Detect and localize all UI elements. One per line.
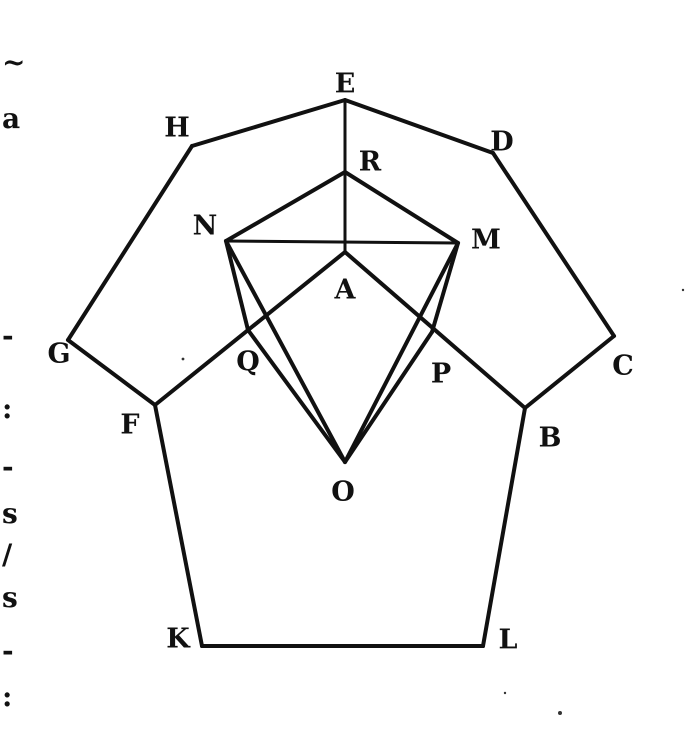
point-label-m: M bbox=[471, 225, 501, 256]
point-label-e: E bbox=[335, 69, 356, 100]
specks-group bbox=[181, 288, 685, 715]
point-label-k: K bbox=[166, 624, 191, 655]
margin-glyph: - bbox=[2, 319, 14, 352]
point-label-h: H bbox=[164, 113, 190, 144]
segment-no bbox=[224, 239, 347, 464]
point-label-p: P bbox=[431, 359, 451, 390]
point-label-o: O bbox=[331, 477, 355, 508]
speck bbox=[681, 288, 685, 292]
segment-fg bbox=[66, 338, 157, 407]
segment-gh bbox=[66, 144, 194, 342]
speck bbox=[181, 357, 185, 361]
point-label-r: R bbox=[359, 147, 382, 178]
segment-he bbox=[190, 98, 347, 148]
margin-glyph: - bbox=[2, 634, 14, 667]
segment-cb bbox=[523, 334, 616, 410]
margin-glyph: - bbox=[2, 450, 14, 483]
segment-mo bbox=[343, 241, 460, 464]
margin-glyph: : bbox=[2, 680, 12, 713]
point-label-d: D bbox=[490, 127, 513, 158]
point-label-c: C bbox=[612, 351, 634, 382]
point-label-f: F bbox=[120, 410, 139, 441]
margin-glyph: : bbox=[2, 392, 12, 425]
speck bbox=[558, 711, 562, 715]
segment-bl bbox=[481, 406, 527, 648]
segment-ab bbox=[343, 250, 527, 410]
speck bbox=[503, 691, 507, 695]
point-label-q: Q bbox=[236, 347, 260, 378]
segment-kf bbox=[153, 403, 204, 648]
margin-glyph: / bbox=[2, 538, 13, 571]
edges-group bbox=[66, 98, 616, 648]
margin-text-group: ~ a -: - s / s -: bbox=[2, 46, 25, 713]
segment-po bbox=[343, 330, 434, 464]
margin-glyph: s bbox=[2, 497, 18, 530]
segment-ed bbox=[343, 98, 495, 155]
point-label-l: L bbox=[499, 625, 518, 656]
segment-mp bbox=[430, 241, 460, 334]
segment-nq bbox=[224, 239, 250, 332]
segment-dc bbox=[491, 151, 616, 338]
segment-af bbox=[153, 250, 347, 407]
segment-rn bbox=[224, 170, 347, 243]
point-label-n: N bbox=[193, 211, 218, 242]
margin-glyph: ~ bbox=[2, 46, 25, 79]
margin-glyph: a bbox=[2, 102, 20, 135]
point-label-a: A bbox=[334, 275, 357, 306]
segment-nm bbox=[224, 239, 460, 245]
point-label-b: B bbox=[539, 423, 562, 454]
labels-group: E H D R N M A G C Q P F B O K L bbox=[47, 69, 633, 656]
margin-glyph: s bbox=[2, 581, 18, 614]
point-label-g: G bbox=[47, 339, 70, 370]
segment-qo bbox=[246, 328, 347, 464]
segment-rm bbox=[343, 170, 460, 245]
